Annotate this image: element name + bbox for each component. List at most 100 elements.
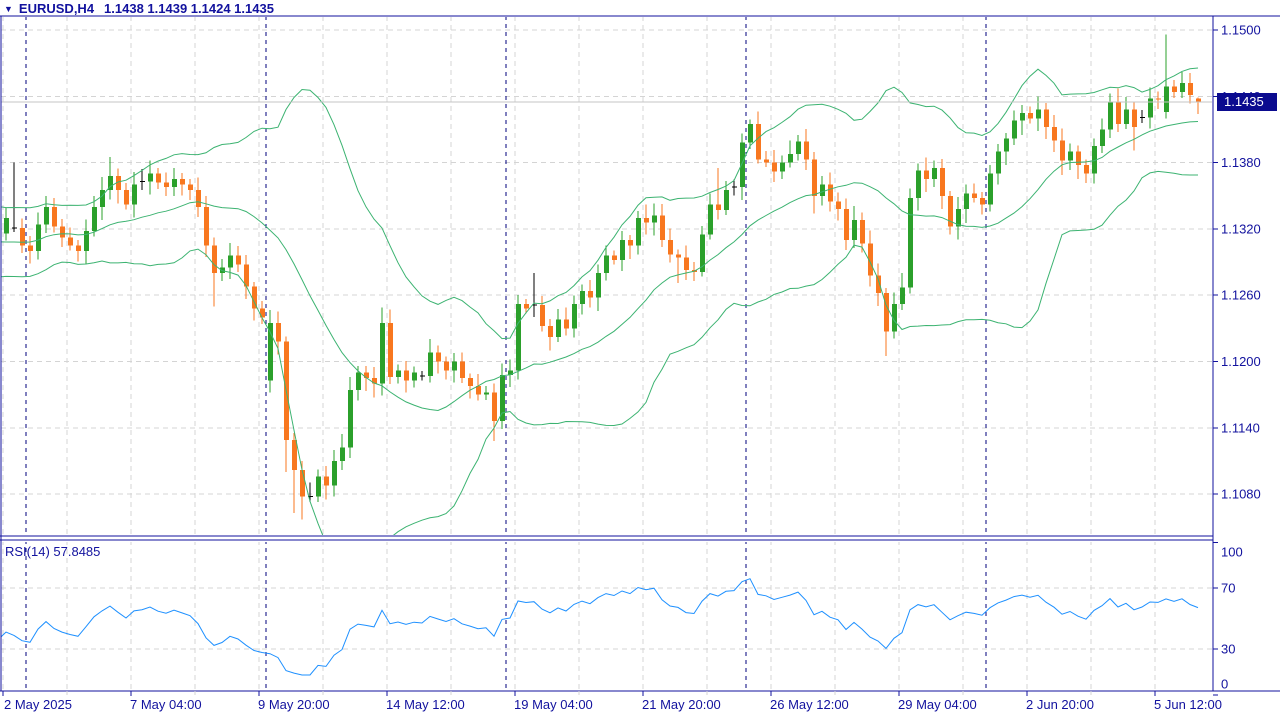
candle-body: [452, 361, 457, 371]
candle-body: [1196, 98, 1201, 102]
candle-body: [260, 308, 265, 318]
candle-body: [900, 287, 905, 305]
candle-body: [980, 197, 985, 205]
candle-body: [1004, 138, 1009, 152]
candle-body: [572, 304, 577, 329]
main-price-pane[interactable]: [0, 16, 1213, 560]
time-axis[interactable]: 2 May 2025 7 May 04:00 9 May 20:00 14 May 1…: [2, 691, 1222, 712]
candle-body: [916, 170, 921, 198]
candle-body: [556, 319, 561, 338]
time-axis-label: 7 May 04:00: [130, 697, 202, 712]
candle-body: [396, 370, 401, 377]
rsi-axis-label: 100: [1221, 545, 1243, 560]
candle-body: [580, 290, 585, 305]
candle-body: [332, 460, 337, 486]
time-axis-label: 21 May 20:00: [642, 697, 721, 712]
candle-body: [868, 243, 873, 276]
candle-body: [836, 201, 841, 210]
time-axis-label: 26 May 12:00: [770, 697, 849, 712]
candle-body: [756, 123, 761, 160]
candle-body: [380, 322, 385, 384]
candle-body: [348, 390, 353, 448]
candle-body: [516, 304, 521, 371]
bid-price-badge: 1.1435: [1217, 93, 1277, 111]
candle-body: [484, 392, 489, 395]
price-axis-label: 1.1260: [1221, 288, 1261, 303]
candle-body: [636, 217, 641, 246]
candle-body: [628, 239, 633, 246]
candle-body: [1100, 129, 1105, 147]
candle-body: [1044, 109, 1049, 128]
candle-body: [1020, 112, 1025, 121]
candle-body: [68, 237, 73, 246]
candle-body: [388, 322, 393, 377]
candle-body: [1108, 101, 1113, 130]
rsi-pane[interactable]: [0, 540, 1213, 691]
candle-body: [1116, 101, 1121, 124]
candle-body: [828, 184, 833, 202]
candle-body: [84, 231, 89, 251]
price-axis-label: 1.1080: [1221, 487, 1261, 502]
candle-body: [1076, 151, 1081, 165]
candle-body: [716, 204, 721, 211]
candle-body: [172, 179, 177, 187]
candle-body: [700, 234, 705, 272]
candle-body: [276, 322, 281, 342]
candle-body: [852, 220, 857, 240]
candle-body: [356, 372, 361, 391]
candle-body: [436, 352, 441, 362]
price-axis-label: 1.1140: [1221, 420, 1260, 435]
candle-body: [1132, 109, 1137, 128]
candle-body: [268, 322, 273, 381]
candle-body: [324, 476, 329, 486]
candle-body: [1036, 109, 1041, 119]
candle-body: [764, 159, 769, 163]
candle-body: [876, 275, 881, 293]
candle-body: [1052, 127, 1057, 141]
candle-body: [228, 255, 233, 268]
bollinger-middle-line: [1, 121, 1199, 412]
candle-body: [500, 374, 505, 422]
candle-body: [564, 319, 569, 329]
candle-body: [596, 273, 601, 298]
candle-body: [132, 184, 137, 205]
bollinger-lower-line: [1, 170, 1198, 535]
candle-body: [820, 184, 825, 196]
candle-body: [52, 206, 57, 227]
price-axis-label: 1.1320: [1221, 221, 1261, 236]
candle-body: [748, 123, 753, 143]
candle-body: [508, 370, 513, 375]
candle-body: [460, 361, 465, 379]
candle-body: [796, 141, 801, 154]
candle-body: [892, 304, 897, 332]
symbol-dropdown-icon[interactable]: ▼: [4, 3, 13, 14]
candle-body: [244, 264, 249, 287]
time-axis-label: 19 May 04:00: [514, 697, 593, 712]
candle-body: [188, 184, 193, 191]
candle-body: [620, 239, 625, 260]
candle-body: [404, 370, 409, 381]
candle-body: [180, 179, 185, 185]
candle-body: [956, 209, 961, 227]
candle-body: [652, 215, 657, 223]
candle-body: [148, 173, 153, 182]
candle-body: [412, 372, 417, 381]
candle-body: [108, 175, 113, 191]
candle-body: [124, 190, 129, 205]
candle-body: [36, 224, 41, 251]
rsi-axis[interactable]: 100 70 30 0: [1213, 541, 1243, 696]
candle-body: [996, 151, 1001, 174]
candle-body: [1156, 98, 1161, 100]
rsi-axis-label: 70: [1221, 581, 1235, 596]
candle-body: [196, 190, 201, 207]
rsi-grid-layer: [1, 542, 1212, 690]
candles-layer: [4, 34, 1201, 520]
candle-body: [812, 159, 817, 196]
candle-body: [1164, 86, 1169, 112]
week-separators: [25, 17, 987, 535]
candle-body: [612, 255, 617, 260]
candle-body: [44, 206, 49, 225]
candle-body: [1092, 146, 1097, 174]
candle-body: [988, 173, 993, 205]
